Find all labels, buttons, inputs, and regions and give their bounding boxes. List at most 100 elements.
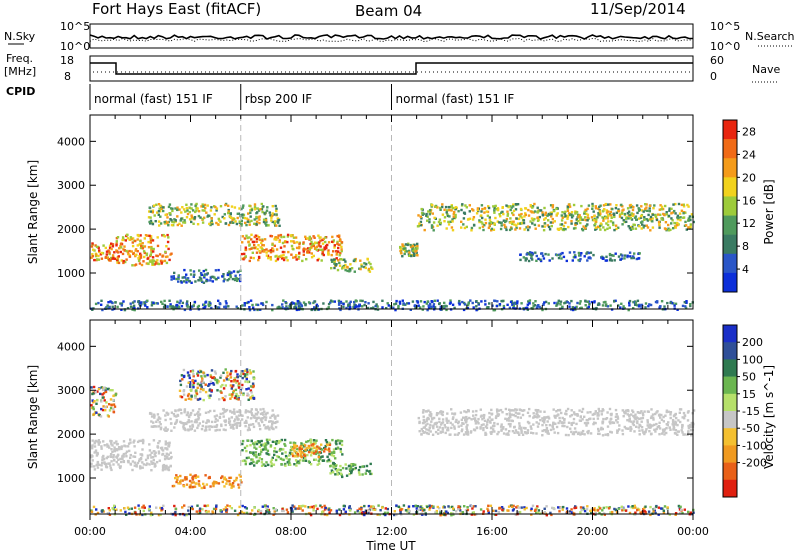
echo-cell bbox=[672, 414, 676, 418]
echo-cell bbox=[344, 260, 347, 263]
echo-cell bbox=[470, 430, 473, 433]
echo-cell bbox=[642, 431, 645, 434]
echo-cell bbox=[241, 206, 245, 209]
echo-cell bbox=[255, 420, 258, 423]
echo-cell bbox=[563, 424, 566, 428]
echo-cell bbox=[454, 420, 457, 424]
echo-cell bbox=[233, 411, 236, 414]
echo-cell bbox=[616, 431, 619, 434]
echo-cell bbox=[209, 485, 212, 488]
echo-cell bbox=[261, 302, 264, 305]
echo-cell bbox=[322, 459, 325, 462]
echo-cell bbox=[572, 431, 576, 434]
echo-cell bbox=[246, 410, 250, 413]
echo-cell bbox=[601, 422, 604, 425]
echo-cell bbox=[546, 430, 549, 433]
echo-cell bbox=[177, 274, 180, 277]
echo-cell bbox=[514, 203, 518, 206]
freq-panel-frame bbox=[89, 55, 694, 82]
echo-cell bbox=[623, 257, 626, 260]
echo-cell bbox=[294, 459, 298, 462]
echo-cell bbox=[541, 214, 545, 217]
echo-cell bbox=[138, 439, 141, 443]
echo-cell bbox=[400, 247, 403, 250]
echo-cell bbox=[432, 303, 436, 306]
echo-cell bbox=[243, 216, 247, 220]
echo-cell bbox=[446, 214, 450, 218]
echo-cell bbox=[125, 249, 128, 253]
echo-cell bbox=[439, 514, 442, 517]
echo-cell bbox=[448, 208, 451, 212]
echo-cell bbox=[324, 240, 327, 244]
echo-cell bbox=[449, 421, 452, 425]
echo-cell bbox=[551, 204, 555, 207]
echo-cell bbox=[213, 276, 216, 279]
echo-cell bbox=[681, 431, 684, 434]
echo-cell bbox=[680, 203, 684, 207]
echo-cell bbox=[152, 421, 155, 424]
echo-cell bbox=[570, 423, 573, 427]
echo-cell bbox=[232, 270, 236, 273]
echo-cell bbox=[109, 453, 113, 456]
echo-cell bbox=[237, 483, 240, 486]
echo-cell bbox=[219, 412, 222, 416]
colorbar-tick-label: 4 bbox=[742, 263, 749, 276]
echo-cell bbox=[605, 222, 608, 225]
echo-cell bbox=[566, 425, 569, 429]
echo-cell bbox=[191, 370, 194, 373]
echo-cell bbox=[197, 214, 201, 218]
echo-cell bbox=[514, 414, 517, 418]
echo-cell bbox=[160, 261, 163, 264]
echo-cell bbox=[300, 304, 303, 307]
echo-cell bbox=[247, 439, 250, 442]
echo-cell bbox=[663, 428, 667, 431]
echo-cell bbox=[248, 223, 251, 226]
echo-cell bbox=[466, 409, 470, 412]
echo-cell bbox=[543, 225, 546, 228]
echo-cell bbox=[184, 398, 187, 401]
echo-cell bbox=[302, 247, 306, 250]
echo-cell bbox=[432, 424, 435, 427]
echo-cell bbox=[294, 236, 298, 239]
echo-cell bbox=[151, 262, 155, 266]
echo-cell bbox=[302, 241, 305, 244]
echo-cell bbox=[356, 510, 360, 513]
echo-cell bbox=[527, 252, 531, 256]
echo-cell bbox=[509, 300, 513, 304]
echo-cell bbox=[313, 308, 317, 312]
echo-cell bbox=[690, 434, 693, 437]
echo-cell bbox=[525, 226, 528, 229]
echo-cell bbox=[485, 423, 489, 426]
echo-cell bbox=[291, 447, 294, 451]
echo-cell bbox=[232, 408, 236, 411]
echo-cell bbox=[148, 463, 151, 466]
echo-cell bbox=[191, 379, 195, 383]
echo-cell bbox=[299, 459, 302, 462]
echo-cell bbox=[221, 396, 224, 400]
echo-cell bbox=[586, 505, 589, 508]
echo-cell bbox=[280, 438, 283, 442]
y-tick-label: 1000 bbox=[57, 267, 85, 280]
echo-cell bbox=[139, 256, 143, 259]
echo-cell bbox=[673, 432, 677, 435]
echo-cell bbox=[106, 512, 110, 515]
echo-cell bbox=[113, 446, 116, 449]
echo-cell bbox=[333, 266, 336, 270]
echo-cell bbox=[102, 392, 106, 395]
echo-cell bbox=[114, 392, 118, 396]
echo-cell bbox=[343, 504, 346, 508]
echo-cell bbox=[640, 426, 644, 429]
echo-cell bbox=[247, 240, 250, 244]
echo-cell bbox=[629, 425, 632, 429]
echo-cell bbox=[690, 428, 693, 432]
echo-cell bbox=[331, 240, 334, 243]
echo-cell bbox=[251, 382, 255, 385]
echo-cell bbox=[315, 245, 319, 248]
echo-cell bbox=[225, 376, 228, 380]
echo-cell bbox=[606, 227, 609, 230]
echo-cell bbox=[684, 306, 688, 310]
echo-cell bbox=[220, 476, 223, 480]
echo-cell bbox=[324, 236, 327, 239]
echo-cell bbox=[650, 408, 653, 411]
echo-cell bbox=[100, 251, 104, 255]
